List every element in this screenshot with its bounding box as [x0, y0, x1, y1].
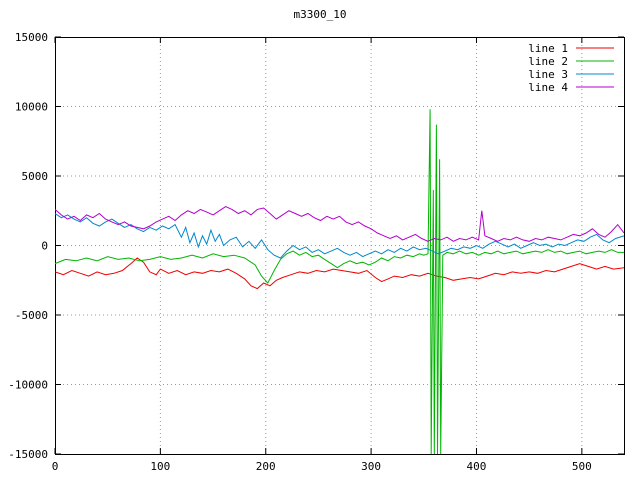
- y-tick-label: -15000: [8, 448, 48, 461]
- y-tick-label: 15000: [15, 31, 48, 44]
- chart-title: m3300_10: [293, 8, 347, 21]
- series-line-2: [55, 109, 624, 454]
- x-tick-label: 0: [52, 460, 59, 473]
- y-tick-label: -5000: [15, 309, 48, 322]
- legend-label: line 4: [528, 81, 568, 94]
- series-line-1: [55, 257, 624, 290]
- y-tick-label: 5000: [22, 170, 49, 183]
- x-tick-label: 100: [150, 460, 170, 473]
- x-tick-label: 300: [361, 460, 381, 473]
- y-tick-label: 0: [41, 240, 48, 253]
- x-tick-label: 400: [467, 460, 487, 473]
- legend-label: line 2: [528, 55, 568, 68]
- series-line-4: [55, 206, 624, 242]
- y-tick-label: 10000: [15, 101, 48, 114]
- series-line-3: [55, 213, 624, 259]
- legend-label: line 3: [528, 68, 568, 81]
- x-tick-label: 200: [256, 460, 276, 473]
- legend-label: line 1: [528, 42, 568, 55]
- x-tick-label: 500: [572, 460, 592, 473]
- y-tick-label: -10000: [8, 379, 48, 392]
